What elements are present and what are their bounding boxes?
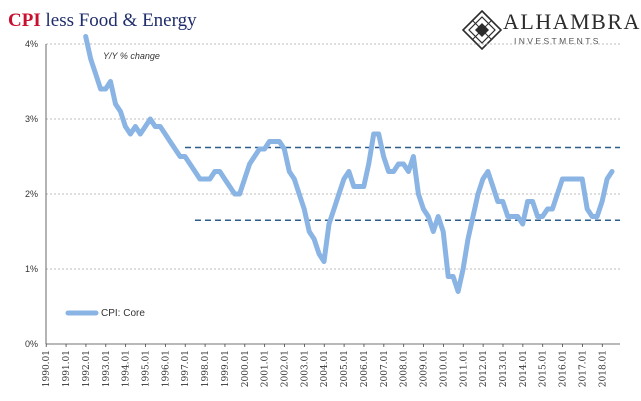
gridlines [46,43,620,270]
legend: CPI: Core [65,308,145,319]
x-tick-label: 2005.01 [340,350,350,387]
x-tick-label: 1996.01 [161,350,171,387]
x-tick-label: 2013.01 [499,350,509,387]
chart-title-rest: less Food & Energy [40,10,197,31]
x-tick-label: 2011.01 [459,350,469,387]
x-tick-label: 2016.01 [559,350,569,387]
x-tick-label: 1998.01 [201,350,211,387]
y-tick-label: 0% [25,339,38,349]
x-tick-label: 2004.01 [320,350,330,387]
y-tick-label: 2% [25,189,38,199]
x-tick-label: 1992.01 [82,350,92,387]
x-tick-label: 2017.01 [578,350,588,387]
x-tick-label: 2012.01 [479,350,489,387]
y-tick-label: 1% [25,264,38,274]
alhambra-logo: ALHAMBRA INVESTMENTS [462,8,639,52]
y-tick-labels: 0% 1% 2% 3% 4% [25,39,38,349]
series-line-cpi-core [83,34,615,294]
axes [45,44,620,347]
x-tick-label: 2002.01 [281,350,291,387]
x-tick-label: 1999.01 [221,350,231,387]
x-tick-label: 2006.01 [360,350,370,387]
chart-title: CPI less Food & Energy [8,10,197,32]
x-tick-label: 1997.01 [181,350,191,387]
x-tick-label: 2008.01 [400,350,410,387]
x-tick-label: 1991.01 [62,350,72,387]
x-tick-label: 2001.01 [261,350,271,387]
x-tick-label: 1993.01 [102,350,112,387]
x-tick-labels: 1990.01 1991.01 1992.01 1993.01 1994.01 1995.… [42,350,608,387]
diamond-lattice-icon [462,10,502,50]
y-tick-label: 4% [25,39,38,49]
x-tick-label: 2000.01 [241,350,251,387]
legend-label: CPI: Core [101,308,145,319]
x-tick-label: 2003.01 [300,350,310,387]
series-layer [83,34,615,294]
x-tick-label: 2018.01 [598,350,608,387]
logo-subtitle: INVESTMENTS [514,36,601,46]
units-annotation: Y/Y % change [103,51,160,61]
x-tick-label: 2007.01 [380,350,390,387]
y-tick-label: 3% [25,114,38,124]
x-tick-label: 2014.01 [519,350,529,387]
logo-wordmark: ALHAMBRA [503,9,641,34]
x-tick-label: 1995.01 [142,350,152,387]
chart-title-accent: CPI [8,10,41,31]
x-tick-label: 2009.01 [420,350,430,387]
x-tick-label: 1994.01 [122,350,132,387]
x-tick-label: 1990.01 [42,350,52,387]
x-tick-label: 2010.01 [439,350,449,387]
x-tick-label: 2015.01 [539,350,549,387]
